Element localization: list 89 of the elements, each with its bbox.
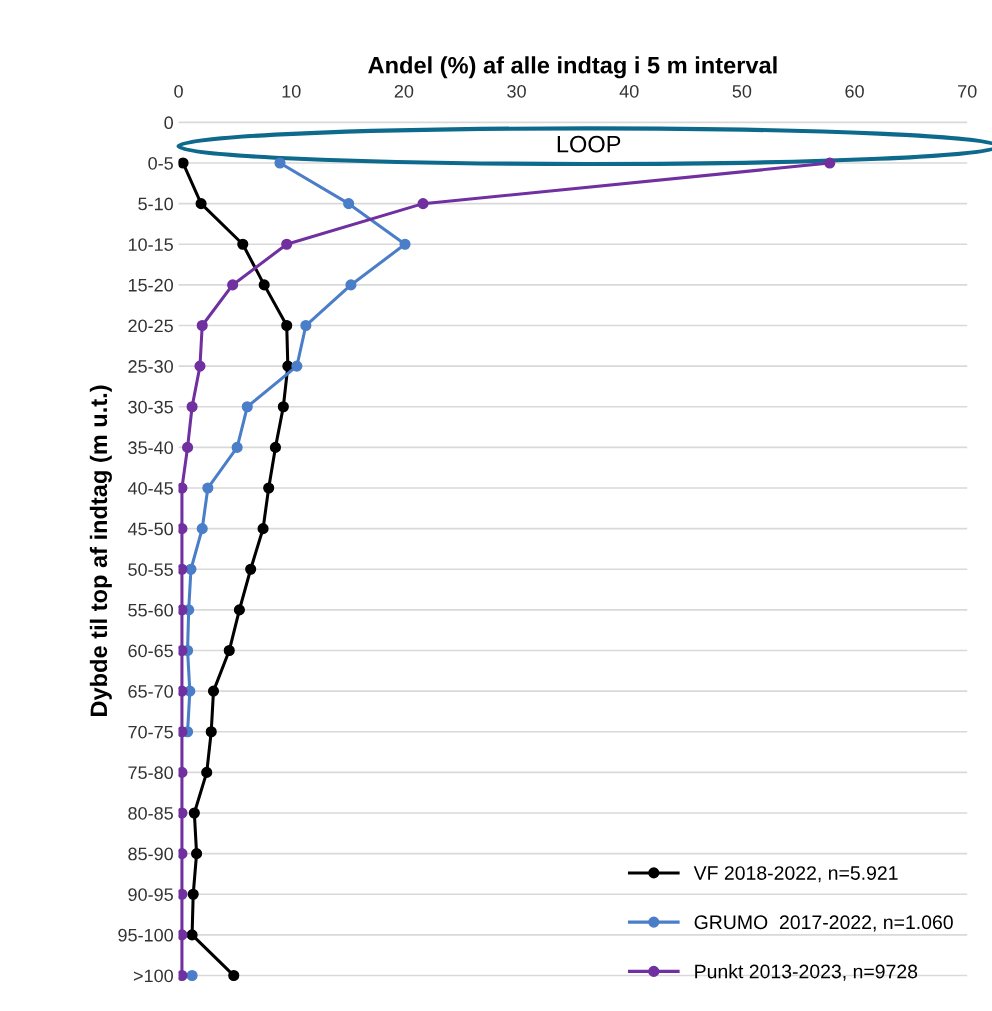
point xyxy=(281,319,293,332)
point xyxy=(178,563,188,575)
point xyxy=(227,279,239,291)
point xyxy=(257,523,269,535)
x-tick-label: 40 xyxy=(619,84,639,98)
x-tick-label: 50 xyxy=(732,84,752,98)
point xyxy=(178,604,188,616)
y-tick-label: 35-40 xyxy=(128,441,173,455)
y-tick-label: 50-55 xyxy=(128,563,173,576)
point xyxy=(223,644,235,657)
point xyxy=(196,523,208,535)
point xyxy=(178,766,188,778)
point xyxy=(178,157,189,169)
point xyxy=(201,766,213,778)
point xyxy=(187,888,199,900)
x-tick-label: 20 xyxy=(394,84,414,98)
point xyxy=(241,401,253,413)
point xyxy=(291,360,303,372)
point xyxy=(205,726,217,738)
point xyxy=(178,726,188,738)
point xyxy=(178,929,188,941)
point xyxy=(191,848,203,860)
point xyxy=(343,198,355,210)
point xyxy=(182,441,194,453)
y-tick-label: 0-5 xyxy=(148,156,173,170)
x-tick-label: 70 xyxy=(958,84,977,98)
point xyxy=(185,563,197,575)
legend-label: GRUMO 2017-2022, n=1.060 xyxy=(694,915,953,932)
y-tick-label: 40-45 xyxy=(127,481,173,495)
y-tick-label: 60-65 xyxy=(128,644,173,658)
point xyxy=(399,238,411,250)
y-tick-label: 95-100 xyxy=(118,928,173,942)
point xyxy=(263,482,275,494)
y-tick-label: 45-50 xyxy=(127,522,173,536)
point xyxy=(277,401,289,413)
point xyxy=(186,929,198,941)
point xyxy=(178,685,188,697)
y-tick-label: >100 xyxy=(133,969,173,983)
point xyxy=(300,319,312,332)
point xyxy=(178,644,188,657)
y-tick-label: 65-70 xyxy=(128,685,173,698)
legend-label: Punkt 2013-2023, n=9728 xyxy=(695,964,918,981)
point xyxy=(186,969,198,982)
point xyxy=(178,523,188,535)
y-tick-label: 15-20 xyxy=(128,278,173,292)
point xyxy=(269,441,282,453)
y-tick-label: 70-75 xyxy=(128,725,173,739)
x-tick-label: 0 xyxy=(174,84,183,98)
point xyxy=(233,604,245,616)
x-tick-label: 10 xyxy=(282,84,301,98)
point xyxy=(202,482,214,494)
point xyxy=(274,157,286,169)
point xyxy=(228,969,240,982)
y-tick-label: 5-10 xyxy=(138,197,173,211)
y-axis-title: Dybde til top af indtag (m u.t.) xyxy=(89,385,112,716)
y-tick-label: 55-60 xyxy=(128,603,173,617)
point xyxy=(186,401,198,413)
point xyxy=(245,563,257,575)
point xyxy=(281,238,293,250)
point xyxy=(178,807,188,819)
y-tick-label: 80-85 xyxy=(128,806,173,820)
point xyxy=(178,848,188,860)
point xyxy=(258,279,270,291)
point xyxy=(196,319,208,332)
y-tick-label: 20-25 xyxy=(128,319,173,333)
point xyxy=(178,482,188,494)
point xyxy=(345,279,357,291)
point xyxy=(417,198,429,210)
x-tick-label: 60 xyxy=(845,84,864,98)
x-axis-title: Andel (%) af alle indtag i 5 m interval xyxy=(368,56,777,79)
x-tick-label: 30 xyxy=(507,84,526,98)
y-tick-label: 10-15 xyxy=(128,238,173,251)
point xyxy=(824,157,836,169)
point xyxy=(195,198,207,210)
y-tick-label: 90-95 xyxy=(128,888,173,901)
y-tick-label: 75-80 xyxy=(128,766,173,780)
point xyxy=(188,807,200,819)
legend-label: VF 2018-2022, n=5.921 xyxy=(693,866,898,883)
point xyxy=(194,360,206,372)
point xyxy=(207,685,220,697)
y-tick-label: 85-90 xyxy=(128,847,173,861)
point xyxy=(237,238,249,250)
y-tick-label: 30-35 xyxy=(128,400,173,414)
point xyxy=(178,969,188,982)
point xyxy=(178,888,188,900)
annotation: LOOP xyxy=(557,135,621,153)
y-tick-label: 25-30 xyxy=(128,360,173,373)
point xyxy=(231,441,243,453)
y-tick-label: 0 xyxy=(164,116,173,130)
